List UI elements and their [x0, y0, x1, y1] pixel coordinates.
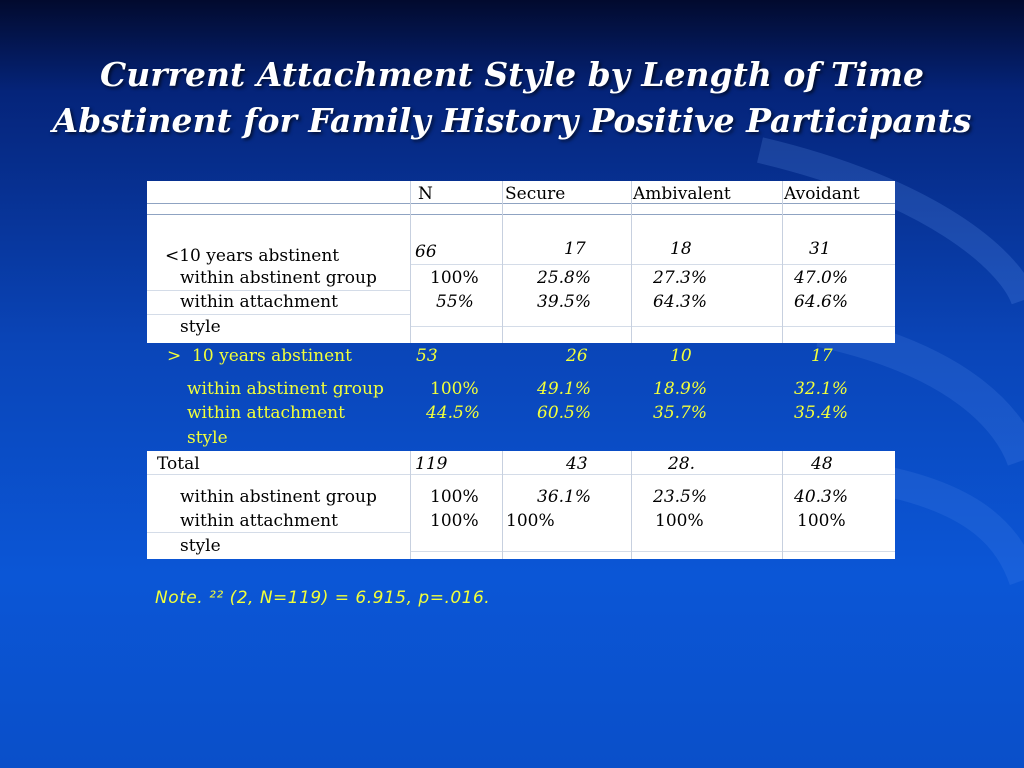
grid-line [147, 203, 895, 204]
grid-line [631, 181, 632, 343]
row-label-within-attachment: within attachment [187, 403, 345, 423]
cell-g2r1-ambivalent: 18.9% [653, 379, 708, 399]
row-label-within-abstinent-group: within abstinent group [180, 487, 377, 507]
cell-g3r1-avoidant: 40.3% [794, 487, 849, 507]
cell-g1r1-ambivalent: 27.3% [653, 268, 708, 288]
grid-line [502, 181, 503, 343]
title-line-1: Current Attachment Style by Length of Ti… [99, 55, 925, 94]
grid-line [147, 474, 895, 475]
cell-g1-ambivalent: 18 [670, 239, 692, 259]
cell-g3-avoidant: 48 [811, 454, 833, 474]
grid-line [410, 264, 895, 265]
cell-g3-secure: 43 [566, 454, 588, 474]
column-header-secure: Secure [505, 184, 566, 204]
grid-line [147, 290, 410, 291]
column-header-n: N [418, 184, 433, 204]
row-label-within-attachment: within attachment [180, 511, 338, 531]
cell-g1r2-avoidant: 64.6% [794, 292, 849, 312]
title-line-2: Abstinent for Family History Positive Pa… [52, 101, 972, 140]
cell-g3-n: 119 [415, 454, 448, 474]
row-label-style-cont: style [180, 536, 221, 556]
grid-line [147, 214, 895, 215]
cell-g3r2-avoidant: 100% [797, 511, 846, 531]
grid-line [147, 314, 410, 315]
cell-g1-n: 66 [415, 242, 437, 262]
cell-g2r2-avoidant: 35.4% [794, 403, 849, 423]
cell-g3r1-n: 100% [430, 487, 479, 507]
group-label-under-10: <10 years abstinent [165, 246, 340, 266]
group-label-over-10: > 10 years abstinent [167, 346, 352, 366]
cell-g2r1-avoidant: 32.1% [794, 379, 849, 399]
cell-g2r2-n: 44.5% [426, 403, 481, 423]
row-label-within-abstinent-group: within abstinent group [187, 379, 384, 399]
cell-g1r1-avoidant: 47.0% [794, 268, 849, 288]
statistics-note: Note. ²² (2, N=119) = 6.915, p=.016. [155, 588, 491, 608]
cell-g2-secure: 26 [566, 346, 588, 366]
grid-line [410, 451, 411, 559]
table-total-box [147, 451, 895, 559]
cell-g1r1-n: 100% [430, 268, 479, 288]
cell-g2r2-secure: 60.5% [537, 403, 592, 423]
column-header-ambivalent: Ambivalent [633, 184, 731, 204]
grid-line [502, 451, 503, 559]
cell-g2-n: 53 [416, 346, 438, 366]
cell-g3r1-secure: 36.1% [537, 487, 592, 507]
grid-line [410, 181, 411, 343]
column-header-avoidant: Avoidant [784, 184, 860, 204]
cell-g2-avoidant: 17 [811, 346, 833, 366]
cell-g2r1-secure: 49.1% [537, 379, 592, 399]
cell-g1-avoidant: 31 [809, 239, 831, 259]
grid-line [410, 326, 895, 327]
cell-g2-ambivalent: 10 [670, 346, 692, 366]
group-label-total: Total [157, 454, 200, 474]
cell-g1r2-ambivalent: 64.3% [653, 292, 708, 312]
cell-g3-ambivalent: 28. [668, 454, 696, 474]
grid-line [147, 532, 410, 533]
slide-title: Current Attachment Style by Length of Ti… [40, 52, 984, 144]
grid-line [410, 551, 895, 552]
cell-g3r2-secure: 100% [506, 511, 555, 531]
grid-line [782, 451, 783, 559]
row-label-within-abstinent-group: within abstinent group [180, 268, 377, 288]
table-header-box [147, 181, 895, 343]
cell-g1r1-secure: 25.8% [537, 268, 592, 288]
row-label-style-cont: style [180, 317, 221, 337]
cell-g1-secure: 17 [564, 239, 586, 259]
cell-g2r1-n: 100% [430, 379, 479, 399]
cell-g3r2-n: 100% [430, 511, 479, 531]
row-label-style-cont: style [187, 428, 228, 448]
cell-g3r1-ambivalent: 23.5% [653, 487, 708, 507]
grid-line [631, 451, 632, 559]
cell-g1r2-secure: 39.5% [537, 292, 592, 312]
cell-g3r2-ambivalent: 100% [655, 511, 704, 531]
grid-line [782, 181, 783, 343]
cell-g2r2-ambivalent: 35.7% [653, 403, 708, 423]
cell-g1r2-n: 55% [436, 292, 474, 312]
row-label-within-attachment: within attachment [180, 292, 338, 312]
